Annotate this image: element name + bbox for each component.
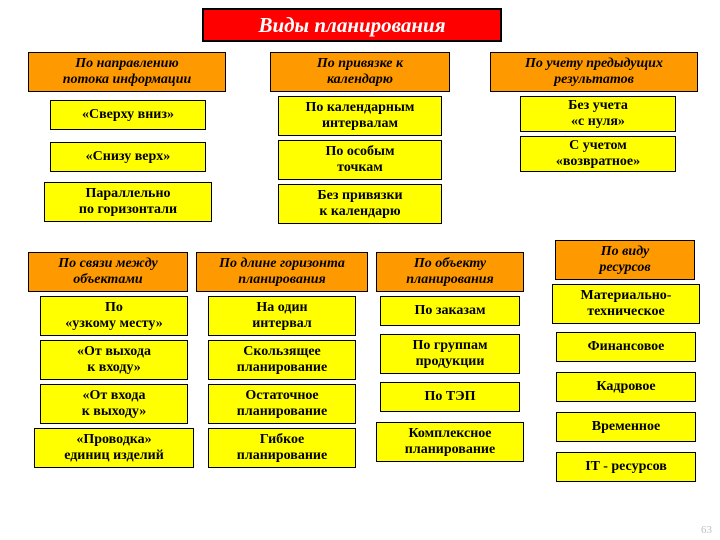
page-number: 63: [701, 524, 712, 536]
i-orders-label: По заказам: [414, 303, 485, 319]
i-hr: Кадровое: [556, 372, 696, 402]
i-residual: Остаточное планирование: [208, 384, 356, 424]
i-fin-label: Финансовое: [588, 339, 665, 355]
i-it-label: IT - ресурсов: [585, 459, 667, 475]
i-zero-label: Без учета «с нуля»: [568, 98, 628, 130]
cat-object: По объекту планирования: [376, 252, 524, 292]
i-groups-label: По группам продукции: [412, 338, 487, 370]
i-parallel: Параллельно по горизонтали: [44, 182, 212, 222]
cat-links-label: По связи между объектами: [58, 256, 157, 288]
i-bottom-up: «Снизу верх»: [50, 142, 206, 172]
cat-object-label: По объекту планирования: [406, 256, 493, 288]
i-bottleneck-label: По «узкому месту»: [65, 300, 162, 332]
cat-flow-label: По направлению потока информации: [63, 56, 192, 88]
i-out-in-label: «От выхода к входу»: [77, 344, 151, 376]
i-time: Временное: [556, 412, 696, 442]
i-wiring: «Проводка» единиц изделий: [34, 428, 194, 468]
i-in-out: «От входа к выходу»: [40, 384, 188, 424]
title-text: Виды планирования: [258, 13, 445, 38]
i-wiring-label: «Проводка» единиц изделий: [64, 432, 164, 464]
i-complex-label: Комплексное планирование: [405, 426, 495, 458]
i-hr-label: Кадровое: [596, 379, 655, 395]
i-complex: Комплексное планирование: [376, 422, 524, 462]
i-rolling-label: Скользящее планирование: [237, 344, 327, 376]
i-tep: По ТЭП: [380, 382, 520, 412]
diagram-title: Виды планирования: [202, 8, 502, 42]
i-one-int-label: На один интервал: [252, 300, 312, 332]
i-groups: По группам продукции: [380, 334, 520, 374]
cat-flow: По направлению потока информации: [28, 52, 226, 92]
i-tep-label: По ТЭП: [424, 389, 475, 405]
cat-links: По связи между объектами: [28, 252, 188, 292]
cat-resource-label: По виду ресурсов: [599, 244, 650, 276]
i-time-label: Временное: [592, 419, 660, 435]
i-mat-label: Материально- техническое: [581, 288, 672, 320]
i-one-int: На один интервал: [208, 296, 356, 336]
cat-prev-label: По учету предыдущих результатов: [525, 56, 663, 88]
cat-calendar: По привязке к календарю: [270, 52, 450, 92]
i-fin: Финансовое: [556, 332, 696, 362]
cat-prev: По учету предыдущих результатов: [490, 52, 698, 92]
i-top-down-label: «Сверху вниз»: [82, 107, 174, 123]
i-top-down: «Сверху вниз»: [50, 100, 206, 130]
i-flex-label: Гибкое планирование: [237, 432, 327, 464]
cat-horizon-label: По длине горизонта планирования: [219, 256, 345, 288]
i-cal-none: Без привязки к календарю: [278, 184, 442, 224]
i-residual-label: Остаточное планирование: [237, 388, 327, 420]
i-flex: Гибкое планирование: [208, 428, 356, 468]
i-mat: Материально- техническое: [552, 284, 700, 324]
i-it: IT - ресурсов: [556, 452, 696, 482]
i-return-label: С учетом «возвратное»: [556, 138, 640, 170]
i-bottleneck: По «узкому месту»: [40, 296, 188, 336]
cat-calendar-label: По привязке к календарю: [317, 56, 403, 88]
i-orders: По заказам: [380, 296, 520, 326]
i-cal-int-label: По календарным интервалам: [306, 100, 415, 132]
i-rolling: Скользящее планирование: [208, 340, 356, 380]
i-in-out-label: «От входа к выходу»: [82, 388, 147, 420]
i-return: С учетом «возвратное»: [520, 136, 676, 172]
cat-horizon: По длине горизонта планирования: [196, 252, 368, 292]
i-zero: Без учета «с нуля»: [520, 96, 676, 132]
i-bottom-up-label: «Снизу верх»: [86, 149, 171, 165]
i-parallel-label: Параллельно по горизонтали: [79, 186, 177, 218]
i-cal-pts: По особым точкам: [278, 140, 442, 180]
i-out-in: «От выхода к входу»: [40, 340, 188, 380]
cat-resource: По виду ресурсов: [555, 240, 695, 280]
i-cal-int: По календарным интервалам: [278, 96, 442, 136]
i-cal-pts-label: По особым точкам: [325, 144, 394, 176]
i-cal-none-label: Без привязки к календарю: [317, 188, 402, 220]
